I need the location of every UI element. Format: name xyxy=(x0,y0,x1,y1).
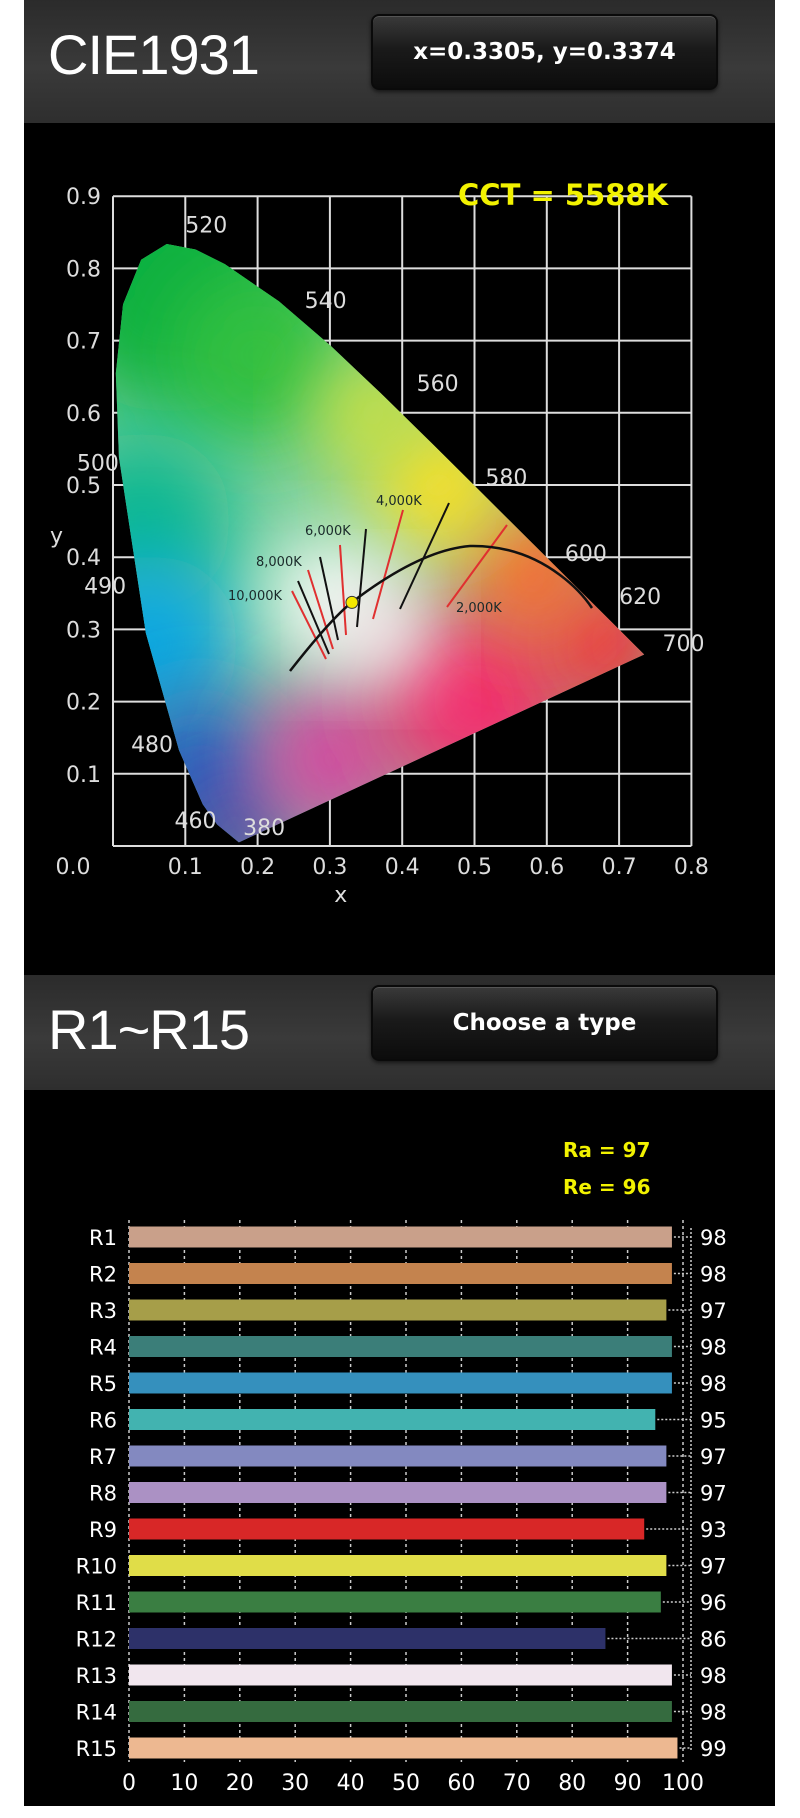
cie-chart-panel xyxy=(24,123,775,975)
coordinate-button[interactable]: x=0.3305, y=0.3374 xyxy=(371,14,718,90)
cri-chart-panel xyxy=(24,1090,775,1806)
cri-title: R1~R15 xyxy=(48,998,250,1061)
cri-header: R1~R15 Choose a type xyxy=(24,975,775,1090)
cie-header: CIE1931 x=0.3305, y=0.3374 xyxy=(24,0,775,123)
cie-title: CIE1931 xyxy=(48,23,260,86)
re-label: Re = 96 xyxy=(563,1175,651,1199)
choose-type-button[interactable]: Choose a type xyxy=(371,985,718,1061)
ra-label: Ra = 97 xyxy=(563,1138,651,1162)
